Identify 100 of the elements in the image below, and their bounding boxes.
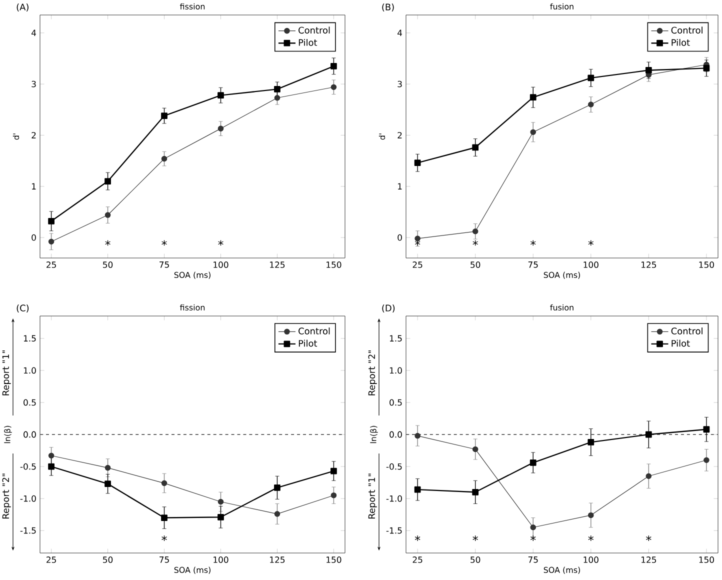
x-tick-label: 125	[642, 556, 656, 563]
x-tick-label: 100	[214, 556, 228, 563]
point	[330, 62, 337, 70]
annotation: *	[218, 240, 224, 246]
point	[104, 464, 111, 471]
y-tick-label: -0.5	[20, 463, 36, 470]
x-tick-label: 25	[412, 556, 422, 563]
point	[274, 484, 280, 491]
annotation: *	[472, 536, 478, 541]
y-tick-label: 1	[398, 183, 402, 190]
point	[645, 67, 652, 74]
text: (A)	[16, 3, 28, 12]
text: Report "2"	[368, 350, 377, 396]
annotation: *	[472, 240, 478, 246]
point	[588, 74, 594, 82]
point	[530, 129, 536, 136]
point	[330, 468, 337, 474]
x-tick-label: 100	[214, 262, 228, 268]
y-tick-label: 2	[398, 132, 402, 138]
point	[48, 463, 54, 470]
annotation: *	[588, 240, 594, 246]
legend-label: Control	[671, 26, 702, 34]
point	[588, 512, 594, 518]
x-tick-label: 150	[699, 262, 714, 268]
point	[530, 94, 536, 101]
point	[472, 446, 478, 452]
y-tick-label: 1.0	[390, 367, 402, 374]
point	[414, 236, 420, 242]
text: Report "2"	[2, 474, 11, 519]
x-tick-label: 75	[528, 262, 538, 268]
point	[48, 238, 54, 245]
legend-label: Pilot	[298, 340, 318, 347]
annotation: *	[530, 536, 536, 541]
point	[472, 488, 479, 496]
y-tick-label: 3	[398, 80, 402, 88]
point	[646, 473, 652, 480]
x-tick-label: 50	[470, 262, 480, 268]
point	[218, 126, 224, 132]
point	[414, 160, 421, 166]
point	[104, 480, 111, 488]
y-tick-label: 0.5	[24, 399, 36, 406]
y-tick-label: 3	[32, 80, 36, 88]
point	[703, 65, 710, 72]
x-tick-label: 75	[160, 556, 169, 563]
point	[161, 480, 168, 486]
point	[704, 457, 710, 464]
point	[161, 156, 168, 162]
x-tick-label: 125	[642, 262, 656, 268]
annotation: *	[530, 240, 536, 246]
x-tick-label: 125	[270, 556, 285, 563]
point	[104, 212, 111, 218]
y-tick-label: 0.0	[390, 431, 402, 438]
y-tick-label: 0	[398, 234, 402, 241]
annotation: *	[105, 240, 110, 246]
annotation: *	[414, 536, 420, 541]
point	[530, 524, 536, 530]
text: Report "1"	[2, 350, 11, 396]
point	[645, 431, 652, 438]
x-tick-label: 50	[103, 262, 113, 268]
point	[161, 112, 168, 119]
y-tick-label: 4	[398, 30, 402, 36]
point	[274, 86, 280, 92]
text: Report "1"	[368, 474, 377, 519]
y-tick-label: 1.5	[390, 335, 402, 342]
y-tick-label: 0.0	[24, 431, 36, 438]
y-tick-label: 4	[32, 30, 36, 36]
point	[472, 228, 478, 234]
y-tick-label: -1.5	[386, 527, 402, 534]
y-tick-label: 1.0	[24, 367, 36, 374]
point	[414, 432, 420, 439]
point	[274, 94, 280, 101]
x-tick-label: 25	[412, 262, 422, 268]
x-tick-label: 25	[46, 262, 56, 268]
annotation: *	[162, 536, 167, 541]
x-tick-label: 50	[470, 556, 480, 563]
point	[330, 492, 337, 498]
point	[588, 439, 594, 446]
point	[703, 426, 710, 433]
text: (B)	[382, 3, 394, 12]
point	[414, 486, 421, 493]
x-tick-label: 100	[584, 556, 598, 563]
y-tick-label: 1.5	[24, 335, 36, 342]
point	[48, 218, 54, 224]
x-tick-label: 100	[584, 262, 598, 268]
y-tick-label: 1	[32, 183, 36, 190]
x-tick-label: 125	[270, 262, 285, 268]
y-tick-label: -1.0	[20, 495, 36, 502]
annotation: *	[162, 240, 167, 246]
y-tick-label: 2	[32, 132, 36, 138]
point	[274, 511, 280, 517]
y-tick-label: 0.5	[390, 399, 402, 406]
x-tick-label: 150	[326, 556, 342, 563]
point	[472, 144, 479, 151]
x-tick-label: 150	[699, 556, 714, 563]
annotation: *	[588, 536, 594, 541]
point	[218, 514, 224, 520]
point	[330, 84, 337, 90]
y-tick-label: -1.0	[386, 495, 402, 502]
point	[218, 92, 224, 98]
legend-label: Pilot	[672, 340, 690, 347]
